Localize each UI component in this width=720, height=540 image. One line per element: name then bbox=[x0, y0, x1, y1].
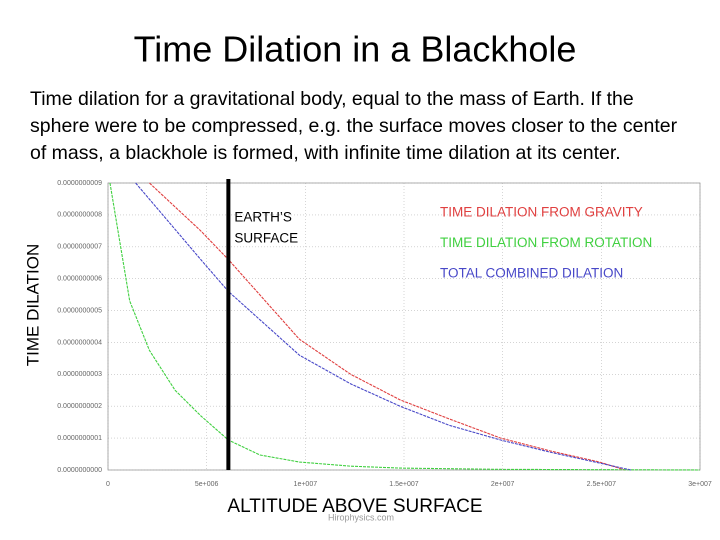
y-tick-label: 0.0000000001 bbox=[57, 435, 102, 442]
legend-entry: TIME DILATION FROM GRAVITY bbox=[440, 205, 643, 220]
x-tick-label: 1e+007 bbox=[294, 481, 318, 488]
x-tick-label: 2e+007 bbox=[491, 481, 515, 488]
y-tick-label: 0.0000000009 bbox=[57, 180, 102, 187]
x-tick-label: 2.5e+007 bbox=[587, 481, 616, 488]
slide-title: Time Dilation in a Blackhole bbox=[134, 29, 577, 70]
x-tick-label: 0 bbox=[106, 481, 110, 488]
y-axis-label: TIME DILATION bbox=[23, 244, 42, 366]
y-tick-label: 0.0000000003 bbox=[57, 371, 102, 378]
body-line: Time dilation for a gravitational body, … bbox=[30, 88, 634, 110]
y-tick-label: 0.0000000006 bbox=[57, 276, 102, 283]
y-tick-label: 0.0000000007 bbox=[57, 244, 102, 251]
x-axis-label: ALTITUDE ABOVE SURFACE bbox=[227, 496, 482, 517]
body-line: of mass, a blackhole is formed, with inf… bbox=[30, 142, 621, 164]
watermark: Hirophysics.com bbox=[328, 512, 394, 522]
y-tick-label: 0.0000000008 bbox=[57, 212, 102, 219]
series-line bbox=[135, 182, 632, 471]
y-tick-label: 0.0000000000 bbox=[57, 467, 102, 474]
body-line: sphere were to be compressed, e.g. the s… bbox=[30, 115, 678, 137]
annotation: SURFACE bbox=[234, 231, 298, 246]
y-tick-label: 0.0000000004 bbox=[57, 339, 102, 346]
plot-area bbox=[109, 182, 700, 471]
plot-frame bbox=[107, 182, 701, 471]
y-tick-label: 0.0000000005 bbox=[57, 307, 102, 314]
x-tick-label: 3e+007 bbox=[688, 481, 712, 488]
legend-entry: TIME DILATION FROM ROTATION bbox=[440, 235, 652, 250]
x-tick-label: 1.5e+007 bbox=[389, 481, 418, 488]
y-tick-label: 0.0000000002 bbox=[57, 403, 102, 410]
x-tick-label: 5e+006 bbox=[195, 481, 219, 488]
series-line bbox=[149, 182, 626, 471]
series-line bbox=[109, 182, 700, 471]
annotation: EARTH’S bbox=[234, 210, 292, 225]
legend-entry: TOTAL COMBINED DILATION bbox=[440, 266, 623, 281]
